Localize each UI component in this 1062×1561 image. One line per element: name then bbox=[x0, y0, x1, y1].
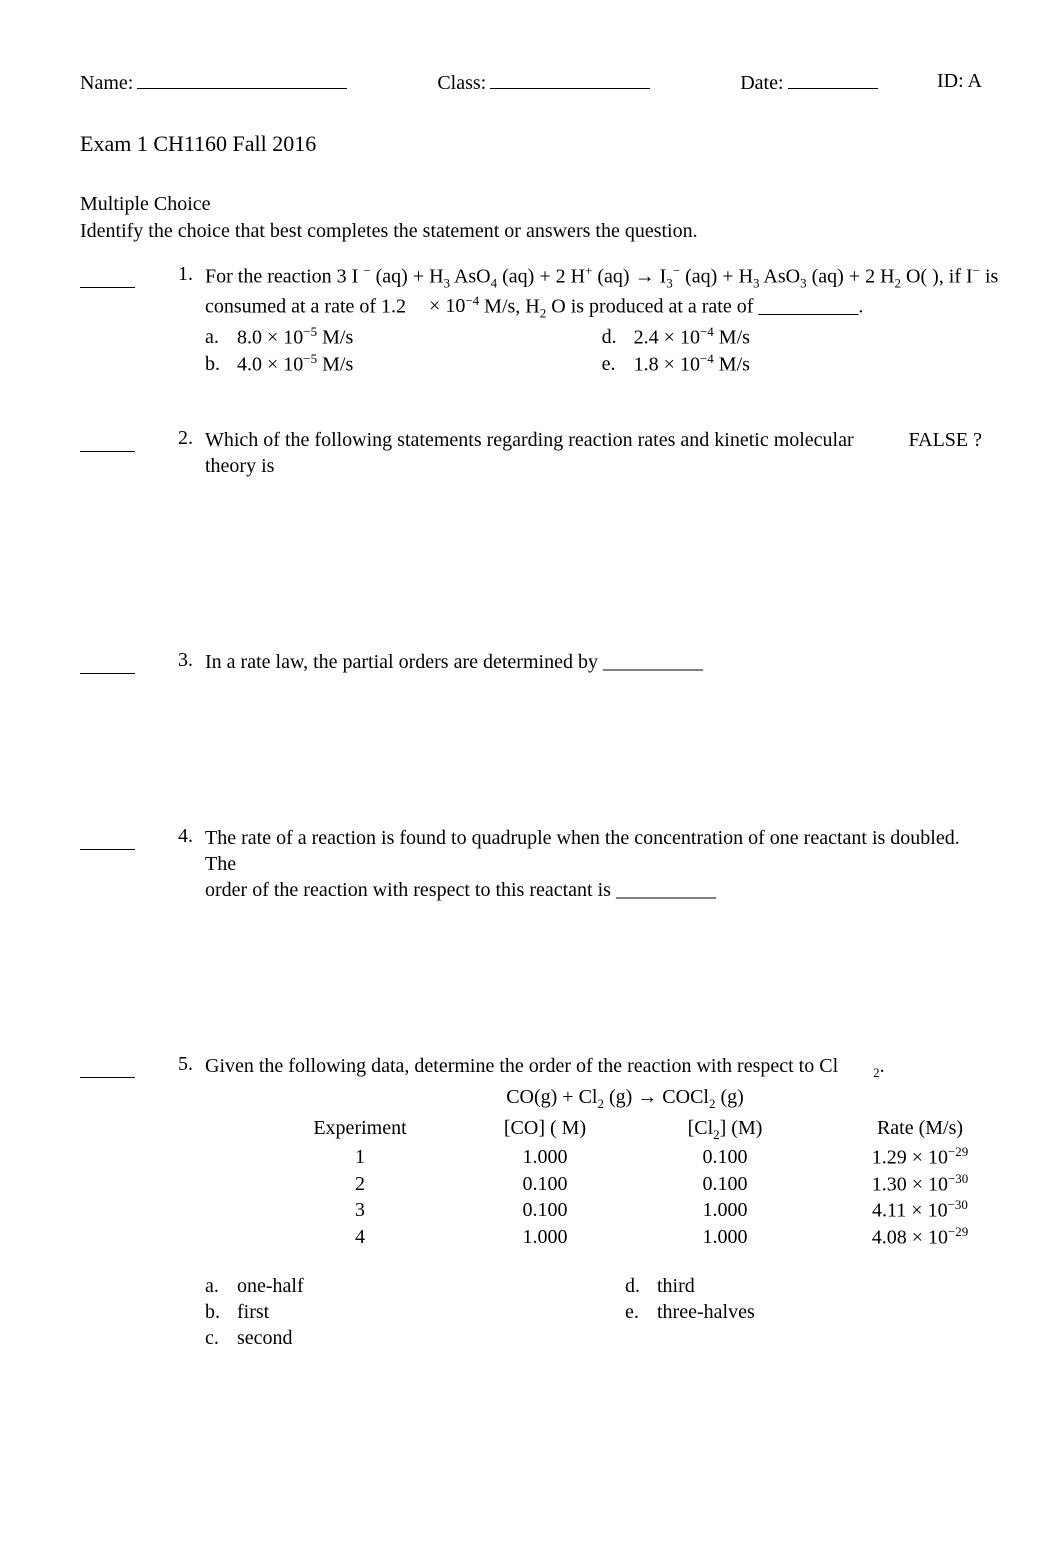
question-3: 3. In a rate law, the partial orders are… bbox=[80, 649, 982, 675]
header-line: Name: Class: Date: ID: A bbox=[80, 70, 982, 95]
answer-slot bbox=[80, 829, 135, 850]
question-body: For the reaction 3 I − (aq) + H3 AsO4 (a… bbox=[197, 263, 998, 377]
q5-cell-rate: 1.29 × 10−29 bbox=[825, 1144, 1015, 1171]
q4-line2: order of the reaction with respect to th… bbox=[205, 877, 982, 903]
question-number: 4. bbox=[159, 825, 197, 903]
question-body: In a rate law, the partial orders are de… bbox=[197, 649, 982, 675]
q5-data-row: 20.1000.1001.30 × 10−30 bbox=[255, 1171, 1015, 1198]
q3-stem: In a rate law, the partial orders are de… bbox=[205, 651, 703, 673]
q5-cell-cl2: 1.000 bbox=[625, 1197, 825, 1224]
q1-choice-d: d. 2.4 × 10−4 M/s bbox=[602, 324, 999, 351]
q5-cell-co: 1.000 bbox=[465, 1224, 625, 1251]
section-label: Multiple Choice bbox=[80, 193, 982, 216]
q5-cell-exp: 2 bbox=[255, 1171, 465, 1198]
class-segment: Class: bbox=[437, 70, 650, 95]
date-segment: Date: bbox=[740, 70, 877, 95]
q5-table: Experiment [CO] ( M) [Cl2] (M) Rate (M/s… bbox=[255, 1115, 1015, 1251]
q5-choices-left: a. one-half b. first c. second bbox=[205, 1273, 625, 1351]
q5-choices: a. one-half b. first c. second d. bbox=[205, 1273, 1045, 1351]
q5-h-rate: Rate (M/s) bbox=[825, 1115, 1015, 1144]
q1-choices-right: d. 2.4 × 10−4 M/s e. 1.8 × 10−4 M/s bbox=[602, 324, 999, 377]
question-number: 2. bbox=[159, 427, 197, 479]
name-label: Name: bbox=[80, 72, 133, 95]
q5-data-row: 41.0001.0004.08 × 10−29 bbox=[255, 1224, 1015, 1251]
answer-slot bbox=[80, 431, 135, 452]
exam-title: Exam 1 CH1160 Fall 2016 bbox=[80, 131, 982, 157]
answer-slot bbox=[80, 653, 135, 674]
question-5: 5. Given the following data, determine t… bbox=[80, 1053, 982, 1350]
name-segment: Name: bbox=[80, 70, 347, 95]
q5-cell-cl2: 1.000 bbox=[625, 1224, 825, 1251]
answer-slot bbox=[80, 1057, 135, 1078]
q5-stem: Given the following data, determine the … bbox=[205, 1053, 1045, 1082]
question-body: Which of the following statements regard… bbox=[197, 427, 982, 479]
q1-choice-a: a. 8.0 × 10−5 M/s bbox=[205, 324, 602, 351]
section-instruction: Identify the choice that best completes … bbox=[80, 220, 982, 243]
class-label: Class: bbox=[437, 72, 486, 95]
q5-cell-co: 1.000 bbox=[465, 1144, 625, 1171]
q5-cell-rate: 4.08 × 10−29 bbox=[825, 1224, 1015, 1251]
q5-choice-b: b. first bbox=[205, 1299, 625, 1325]
question-number: 1. bbox=[159, 263, 197, 377]
q5-h-co: [CO] ( M) bbox=[465, 1115, 625, 1144]
question-number: 5. bbox=[159, 1053, 197, 1350]
q1-line2: consumed at a rate of 1.2 × 10−4 M/s, H2… bbox=[205, 293, 998, 323]
q1-choices: a. 8.0 × 10−5 M/s b. 4.0 × 10−5 M/s bbox=[205, 324, 998, 377]
answer-slot bbox=[80, 267, 135, 288]
q5-cell-rate: 1.30 × 10−30 bbox=[825, 1171, 1015, 1198]
question-body: Given the following data, determine the … bbox=[197, 1053, 1045, 1350]
q1-choices-left: a. 8.0 × 10−5 M/s b. 4.0 × 10−5 M/s bbox=[205, 324, 602, 377]
class-blank bbox=[490, 70, 650, 89]
question-body: The rate of a reaction is found to quadr… bbox=[197, 825, 982, 903]
q5-cell-cl2: 0.100 bbox=[625, 1171, 825, 1198]
q5-choice-d: d. third bbox=[625, 1273, 1045, 1299]
q5-cell-rate: 4.11 × 10−30 bbox=[825, 1197, 1015, 1224]
q5-cell-cl2: 0.100 bbox=[625, 1144, 825, 1171]
q5-cell-exp: 4 bbox=[255, 1224, 465, 1251]
q5-data-row: 30.1001.0004.11 × 10−30 bbox=[255, 1197, 1015, 1224]
q1-line1: For the reaction 3 I − (aq) + H3 AsO4 (a… bbox=[205, 263, 998, 293]
question-1: 1. For the reaction 3 I − (aq) + H3 AsO4… bbox=[80, 263, 982, 377]
id-label: ID: A bbox=[937, 70, 982, 95]
q5-choice-c: c. second bbox=[205, 1325, 625, 1351]
q5-header-row: Experiment [CO] ( M) [Cl2] (M) Rate (M/s… bbox=[255, 1115, 1015, 1144]
date-blank bbox=[788, 70, 878, 89]
q5-data-row: 11.0000.1001.29 × 10−29 bbox=[255, 1144, 1015, 1171]
q5-cell-exp: 1 bbox=[255, 1144, 465, 1171]
q5-cell-co: 0.100 bbox=[465, 1171, 625, 1198]
q5-h-experiment: Experiment bbox=[255, 1115, 465, 1144]
q5-h-cl2: [Cl2] (M) bbox=[625, 1115, 825, 1144]
q5-choices-right: d. third e. three-halves bbox=[625, 1273, 1045, 1351]
q5-cell-exp: 3 bbox=[255, 1197, 465, 1224]
q1-choice-b: b. 4.0 × 10−5 M/s bbox=[205, 351, 602, 378]
name-blank bbox=[137, 70, 347, 89]
q5-choice-a: a. one-half bbox=[205, 1273, 625, 1299]
date-label: Date: bbox=[740, 72, 783, 95]
q5-choice-e: e. three-halves bbox=[625, 1299, 1045, 1325]
q5-equation: CO(g) + Cl2 (g) → COCl2 (g) bbox=[205, 1084, 1045, 1113]
question-2: 2. Which of the following statements reg… bbox=[80, 427, 982, 479]
q2-stem: Which of the following statements regard… bbox=[205, 427, 870, 479]
page: Name: Class: Date: ID: A Exam 1 CH1160 F… bbox=[0, 0, 1062, 1561]
question-number: 3. bbox=[159, 649, 197, 675]
q4-line1: The rate of a reaction is found to quadr… bbox=[205, 825, 982, 877]
question-4: 4. The rate of a reaction is found to qu… bbox=[80, 825, 982, 903]
q1-choice-e: e. 1.8 × 10−4 M/s bbox=[602, 351, 999, 378]
q2-false: FALSE ? bbox=[870, 427, 982, 479]
q5-cell-co: 0.100 bbox=[465, 1197, 625, 1224]
